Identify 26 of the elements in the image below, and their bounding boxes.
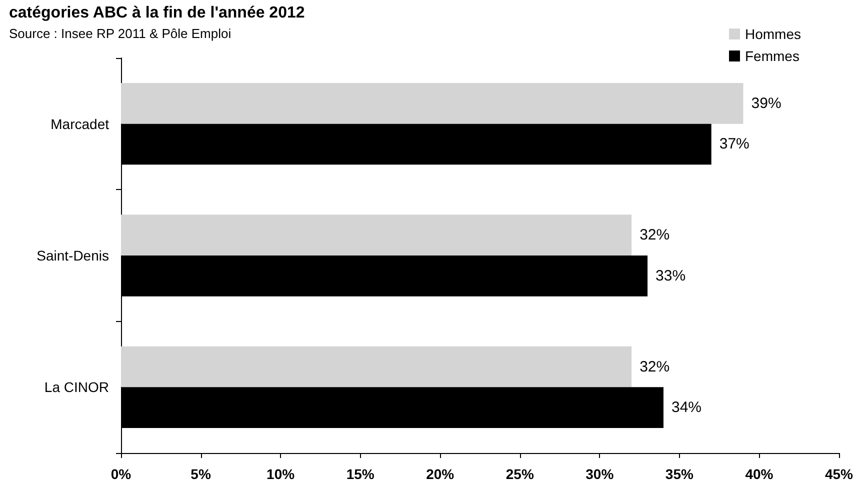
x-tick-label: 40% <box>745 466 774 482</box>
bar <box>121 214 632 256</box>
data-label: 33% <box>656 267 686 284</box>
x-tick-label: 30% <box>586 466 614 482</box>
data-label: 32% <box>640 358 670 376</box>
x-tick-label: 0% <box>110 466 132 482</box>
bar <box>121 346 632 388</box>
x-tick-label: 5% <box>190 466 212 482</box>
x-tick-label: 15% <box>346 466 375 482</box>
y-tick-label: Saint-Denis <box>36 248 109 264</box>
legend-label: Femmes <box>744 48 800 64</box>
y-tick-label: Marcadet <box>50 116 110 132</box>
legend-label: Hommes <box>744 26 802 42</box>
x-tick-label: 35% <box>665 466 694 482</box>
data-label: 37% <box>719 136 750 153</box>
x-tick-label: 45% <box>824 466 854 482</box>
data-label: 39% <box>751 94 782 112</box>
bar <box>121 83 744 124</box>
x-tick-label: 20% <box>426 466 455 482</box>
y-tick-label: La CINOR <box>44 379 109 396</box>
data-label: 32% <box>640 226 670 244</box>
chart-title: catégories ABC à la fin de l'année 2012 <box>9 4 305 22</box>
x-tick-label: 25% <box>506 466 534 482</box>
data-label: 34% <box>671 399 702 416</box>
chart-subtitle: Source : Insee RP 2011 & Pôle Emploi <box>9 26 232 41</box>
x-tick-label: 10% <box>266 466 296 482</box>
